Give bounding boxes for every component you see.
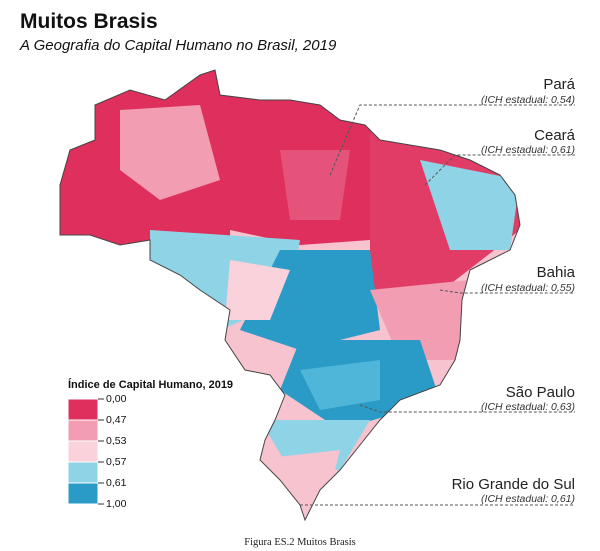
state-ich: (ICH estadual: 0,61) [481, 144, 575, 156]
legend-label: 1,00 [106, 498, 127, 510]
state-ich: (ICH estadual: 0,63) [481, 401, 575, 413]
legend-swatch [67, 461, 99, 484]
legend: Índice de Capital Humano, 2019 0,00 0,47 0… [67, 378, 233, 510]
callouts: Pará (ICH estadual: 0,54) Ceará (ICH est… [300, 76, 576, 506]
state-ich: (ICH estadual: 0,55) [481, 282, 575, 294]
legend-swatch [67, 440, 99, 463]
leader-line [439, 289, 575, 294]
legend-label: 0,53 [106, 435, 127, 447]
leader-line [424, 154, 575, 186]
state-ich: (ICH estadual: 0,61) [481, 493, 575, 505]
state-ich: (ICH estadual: 0,54) [481, 94, 575, 106]
state-name: São Paulo [506, 384, 575, 401]
caption: Figura ES.2 Muitos Brasis [244, 537, 355, 548]
legend-label: 0,47 [106, 414, 127, 426]
legend-swatch [67, 398, 99, 421]
country-outline [59, 69, 521, 522]
state-name: Pará [543, 76, 575, 93]
leader-line [359, 404, 575, 413]
leader-line [329, 104, 575, 176]
legend-swatch [67, 482, 99, 505]
legend-label: 0,61 [106, 477, 127, 489]
state-name: Rio Grande do Sul [452, 476, 575, 493]
legend-title: Índice de Capital Humano, 2019 [68, 378, 233, 391]
legend-swatch [67, 419, 99, 442]
subtitle: A Geografia do Capital Humano no Brasil,… [19, 37, 337, 54]
title: Muitos Brasis [20, 10, 158, 33]
legend-label: 0,00 [106, 393, 127, 405]
legend-label: 0,57 [106, 456, 127, 468]
state-name: Ceará [534, 127, 576, 144]
state-name: Bahia [537, 264, 576, 281]
